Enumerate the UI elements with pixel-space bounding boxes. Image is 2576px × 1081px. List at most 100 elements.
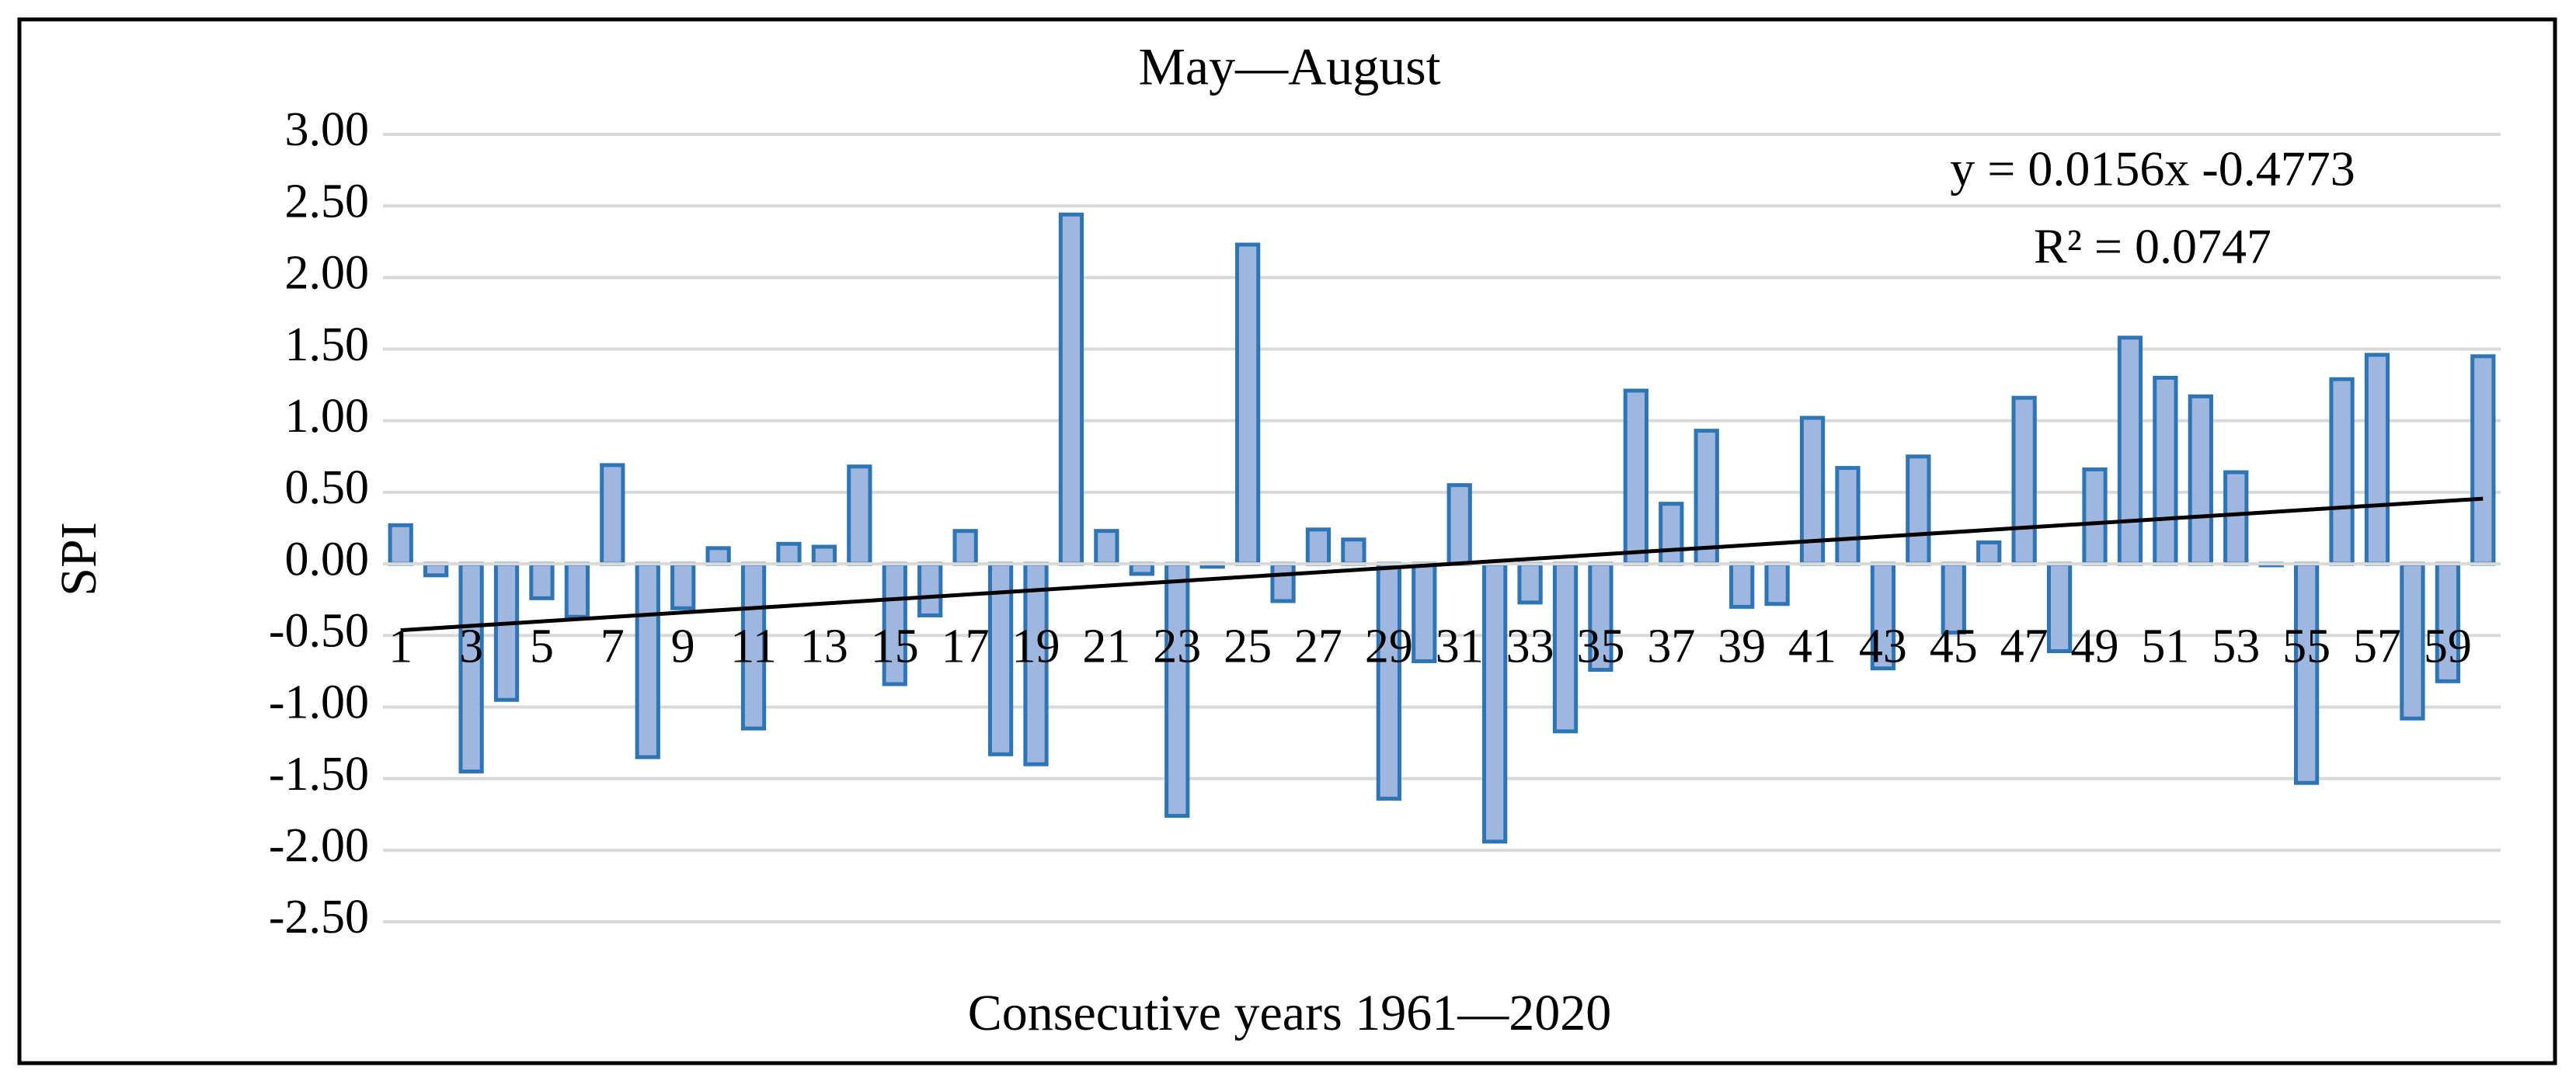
bar (564, 561, 590, 619)
bar (1517, 561, 1543, 605)
bar (1094, 529, 1119, 566)
overlay: 1 3 5 7 9 11 13 15 17 19 21 23 25 27 29 31 33 35 37 39 41 43 4… (383, 496, 2501, 673)
bar (740, 561, 767, 731)
y-tick-label: 1.50 (285, 318, 370, 371)
y-tick-label: 3.00 (285, 103, 370, 156)
bar (1305, 527, 1332, 566)
y-axis-title: SPI (50, 522, 107, 596)
x-tick-label: 25 (1224, 620, 1272, 673)
bar (2364, 353, 2390, 566)
x-axis-title: Consecutive years 1961—2020 (968, 985, 1612, 1041)
y-tick-label: -1.00 (269, 676, 369, 729)
bar (2293, 561, 2320, 785)
bar (1376, 561, 1401, 801)
x-tick-label: 51 (2141, 620, 2189, 673)
y-tick-label: -0.50 (269, 605, 369, 658)
x-tick-label: 9 (671, 620, 695, 673)
x-tick-label: 21 (1082, 620, 1130, 673)
bar (1023, 561, 1049, 766)
bar (2117, 335, 2143, 566)
bar (705, 546, 731, 566)
bar (2188, 394, 2213, 566)
bar (2400, 561, 2425, 721)
bar (1412, 561, 1437, 663)
x-tick-label: 5 (530, 620, 554, 673)
bar (1058, 212, 1084, 566)
y-tick-label: 0.50 (285, 461, 370, 514)
bar (1835, 466, 1861, 566)
x-tick-label: 15 (871, 620, 919, 673)
bar (2046, 561, 2073, 654)
bar (1552, 561, 1579, 734)
bar (1270, 561, 1296, 603)
bar (1623, 388, 1649, 566)
bar (776, 541, 802, 566)
x-tick-label: 11 (730, 620, 777, 673)
y-tick-label: -2.50 (269, 891, 369, 944)
bar (529, 561, 555, 600)
bar (2223, 470, 2249, 566)
x-tick-label: 59 (2424, 620, 2472, 673)
bar (1764, 561, 1790, 607)
x-tick-label: 55 (2282, 620, 2331, 673)
x-tick-label: 37 (1647, 620, 1695, 673)
x-tick-label: 53 (2212, 620, 2260, 673)
x-tick-label: 49 (2071, 620, 2119, 673)
y-tick-label: 1.00 (285, 390, 370, 443)
bar (917, 561, 943, 617)
bar (388, 523, 413, 566)
y-tick-label: 2.50 (285, 175, 370, 228)
x-tick-label: 17 (942, 620, 990, 673)
bar (1234, 242, 1261, 566)
x-tick-label: 33 (1506, 620, 1554, 673)
trendline (400, 496, 2484, 633)
bar (423, 561, 449, 578)
bar (1164, 561, 1190, 819)
trend-r-squared: R² = 0.0747 (2034, 219, 2271, 274)
y-tick-label: 2.00 (285, 247, 370, 300)
trend-equation: y = 0.0156x -0.4773 (1950, 141, 2355, 196)
bar (2329, 377, 2355, 566)
bar (2153, 375, 2178, 566)
bar (2011, 395, 2037, 566)
chart-title: May—August (1138, 37, 1440, 96)
x-tick-label: 41 (1788, 620, 1836, 673)
x-tick-label: 31 (1436, 620, 1484, 673)
bar (493, 561, 520, 702)
bar (2470, 354, 2496, 566)
x-tick-label: 23 (1153, 620, 1201, 673)
x-tick-label: 45 (1930, 620, 1978, 673)
x-tick-label: 7 (600, 620, 625, 673)
x-tick-label: 13 (800, 620, 848, 673)
bar (2082, 467, 2108, 566)
bar (600, 463, 625, 566)
bar (458, 561, 484, 773)
bar (1446, 483, 1472, 566)
bar (1482, 561, 1508, 844)
x-tick-label: 43 (1859, 620, 1907, 673)
x-tick-label: 39 (1718, 620, 1766, 673)
x-tick-label: 35 (1576, 620, 1624, 673)
bar (1941, 561, 1966, 635)
x-tick-label: 29 (1365, 620, 1413, 673)
bar (811, 544, 837, 566)
x-tick-label: 3 (459, 620, 483, 673)
x-tick-label: 47 (2000, 620, 2049, 673)
bar (1976, 540, 2002, 566)
bar (847, 464, 872, 566)
x-tick-label: 19 (1012, 620, 1060, 673)
bar (1694, 429, 1719, 566)
bar (1659, 502, 1684, 566)
bar (670, 561, 696, 610)
bar (1906, 454, 1931, 566)
bar (635, 561, 660, 759)
y-tick-label: -1.50 (269, 748, 369, 801)
x-tick-label: 27 (1294, 620, 1342, 673)
y-tick-label: -2.00 (269, 819, 369, 872)
bar (952, 529, 978, 566)
bar (1729, 561, 1755, 609)
grid: -2.50 -2.00 -1.50 -1.00 -0.50 0.00 0.50 1.00 1.5… (269, 103, 2501, 944)
y-tick-label: 0.00 (285, 533, 370, 586)
